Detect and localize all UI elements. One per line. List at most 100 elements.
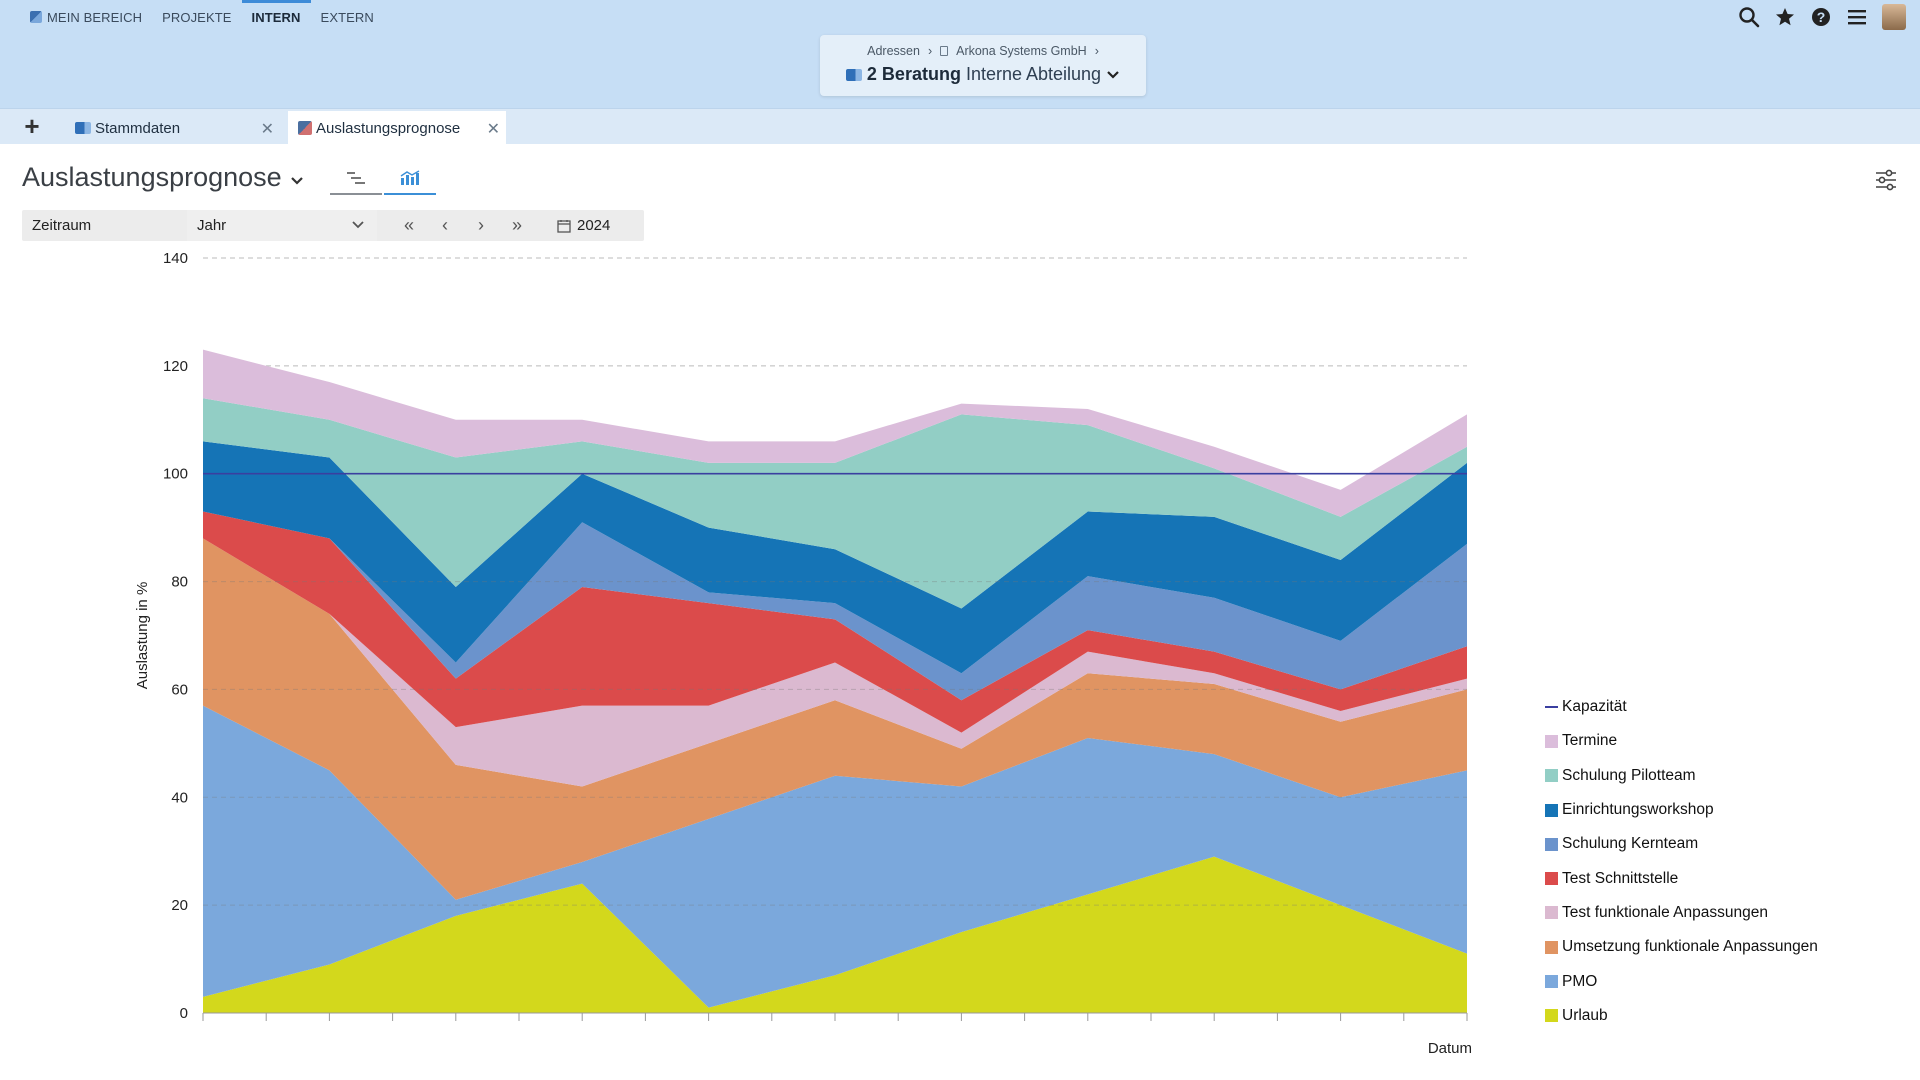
tab-stammdaten[interactable]: Stammdaten ✕ xyxy=(65,111,280,145)
year-value: 2024 xyxy=(577,217,611,234)
area-series-termine xyxy=(203,349,1467,517)
forecast-icon xyxy=(298,121,312,135)
area-series-schulung-kernteam xyxy=(203,511,1467,701)
area-series-urlaub xyxy=(203,856,1467,1013)
help-icon[interactable]: ? xyxy=(1810,5,1832,29)
tab-label: Stammdaten xyxy=(95,119,181,137)
avatar[interactable] xyxy=(1882,4,1906,30)
legend-label: Test funktionale Anpassungen xyxy=(1562,903,1768,921)
legend-item[interactable]: Schulung Kernteam xyxy=(1545,827,1818,861)
x-axis-label: Datum xyxy=(1428,1040,1472,1057)
next-period-button[interactable]: › xyxy=(478,215,484,235)
nav-label: EXTERN xyxy=(320,9,374,25)
y-tick-label: 40 xyxy=(171,789,188,806)
page-title-text: Auslastungsprognose xyxy=(22,162,282,192)
legend-item[interactable]: Test funktionale Anpassungen xyxy=(1545,896,1818,930)
legend-swatch xyxy=(1545,734,1558,748)
period-select[interactable]: Jahr xyxy=(187,210,377,241)
y-axis-label: Auslastung in % xyxy=(134,582,151,690)
period-select-value: Jahr xyxy=(197,217,227,234)
legend-label: Urlaub xyxy=(1562,1006,1608,1024)
star-icon[interactable] xyxy=(1774,5,1796,29)
legend-item[interactable]: Urlaub xyxy=(1545,999,1818,1033)
tab-label: Auslastungsprognose xyxy=(316,119,461,137)
context-title-bold: 2 Beratung xyxy=(866,64,961,84)
first-period-button[interactable]: « xyxy=(403,215,414,235)
utilization-chart: 0 20 40 60 80 100 120 140 Auslastung in % Datum xyxy=(134,250,1472,1057)
main-nav: MEIN BEREICH PROJEKTE INTERN EXTERN xyxy=(20,0,384,34)
chart-legend: Kapazität Termine Schulung Pilotteam Einric… xyxy=(1545,690,1818,1033)
y-tick-label: 120 xyxy=(163,358,188,375)
chevron-down-icon xyxy=(351,217,365,234)
legend-swatch xyxy=(1545,837,1558,851)
legend-item[interactable]: Schulung Pilotteam xyxy=(1545,759,1818,793)
area-series-umsetzung-funktionale-anpassungen xyxy=(203,538,1467,900)
menu-icon[interactable] xyxy=(1846,5,1868,29)
legend-swatch xyxy=(1545,803,1558,817)
add-tab-button[interactable]: + xyxy=(24,111,40,141)
nav-mein-bereich[interactable]: MEIN BEREICH xyxy=(20,0,152,34)
header-actions: ? xyxy=(1738,4,1906,30)
legend-swatch xyxy=(1545,706,1558,709)
nav-label: PROJEKTE xyxy=(162,9,232,25)
year-picker[interactable]: 2024 xyxy=(549,210,610,241)
document-icon xyxy=(940,46,949,56)
legend-swatch xyxy=(1545,872,1558,886)
department-icon xyxy=(75,122,91,134)
legend-label: Test Schnittstelle xyxy=(1562,869,1679,887)
tab-auslastungsprognose[interactable]: Auslastungsprognose ✕ xyxy=(288,111,506,145)
period-filter-bar: Zeitraum Jahr « ‹ › » 2024 xyxy=(22,210,644,241)
period-label: Zeitraum xyxy=(32,217,92,234)
area-series-pmo xyxy=(203,705,1467,1008)
legend-item[interactable]: Test Schnittstelle xyxy=(1545,861,1818,895)
period-navigation: « ‹ › » xyxy=(391,210,535,241)
chevron-right-icon: › xyxy=(927,44,933,58)
legend-item[interactable]: Kapazität xyxy=(1545,690,1818,724)
legend-item[interactable]: Umsetzung funktionale Anpassungen xyxy=(1545,930,1818,964)
bar-chart-icon xyxy=(400,170,420,185)
nav-extern[interactable]: EXTERN xyxy=(311,0,384,34)
legend-label: Umsetzung funktionale Anpassungen xyxy=(1562,938,1818,956)
chevron-down-icon xyxy=(1106,64,1120,85)
area-series-schulung-pilotteam xyxy=(203,398,1467,609)
previous-period-button[interactable]: ‹ xyxy=(442,215,448,235)
search-icon[interactable] xyxy=(1738,5,1760,29)
nav-intern[interactable]: INTERN xyxy=(241,0,311,34)
legend-label: Kapazität xyxy=(1562,698,1627,716)
breadcrumb-item-company[interactable]: Arkona Systems GmbH xyxy=(956,44,1087,58)
y-tick-label: 60 xyxy=(171,681,188,698)
legend-label: Schulung Pilotteam xyxy=(1562,766,1696,784)
chevron-right-icon: › xyxy=(1094,44,1099,58)
filter-settings-icon[interactable] xyxy=(1874,168,1898,192)
legend-swatch xyxy=(1545,1009,1558,1023)
last-period-button[interactable]: » xyxy=(511,215,522,235)
area-series-test-schnittstelle xyxy=(203,511,1467,733)
legend-swatch xyxy=(1545,769,1558,783)
page-title[interactable]: Auslastungsprognose xyxy=(22,162,304,193)
legend-swatch xyxy=(1545,906,1558,920)
nav-label: MEIN BEREICH xyxy=(47,9,143,25)
legend-swatch xyxy=(1545,975,1558,989)
legend-item[interactable]: Termine xyxy=(1545,724,1818,758)
breadcrumb-item-adressen[interactable]: Adressen xyxy=(867,44,920,58)
y-tick-label: 140 xyxy=(163,250,188,267)
nav-label: INTERN xyxy=(251,9,301,25)
legend-item[interactable]: PMO xyxy=(1545,964,1818,998)
legend-item[interactable]: Einrichtungsworkshop xyxy=(1545,793,1818,827)
context-title[interactable]: 2 Beratung Interne Abteilung xyxy=(820,64,1146,85)
nav-projekte[interactable]: PROJEKTE xyxy=(152,0,241,34)
chart-view-button[interactable] xyxy=(384,163,436,195)
y-tick-label: 0 xyxy=(180,1005,188,1022)
legend-label: Schulung Kernteam xyxy=(1562,835,1699,853)
gantt-view-button[interactable] xyxy=(330,163,382,195)
close-icon[interactable]: ✕ xyxy=(260,121,274,138)
tab-bar: + Stammdaten ✕ Auslastungsprognose ✕ xyxy=(0,108,1920,145)
legend-label: PMO xyxy=(1562,972,1598,990)
close-icon[interactable]: ✕ xyxy=(486,121,500,138)
y-tick-label: 80 xyxy=(171,574,188,591)
context-title-rest: Interne Abteilung xyxy=(965,64,1102,84)
legend-swatch xyxy=(1545,940,1558,954)
gantt-icon xyxy=(347,172,365,184)
svg-text:?: ? xyxy=(1817,9,1826,25)
context-breadcrumb-box: Adressen › Arkona Systems GmbH › 2 Berat… xyxy=(820,35,1146,96)
